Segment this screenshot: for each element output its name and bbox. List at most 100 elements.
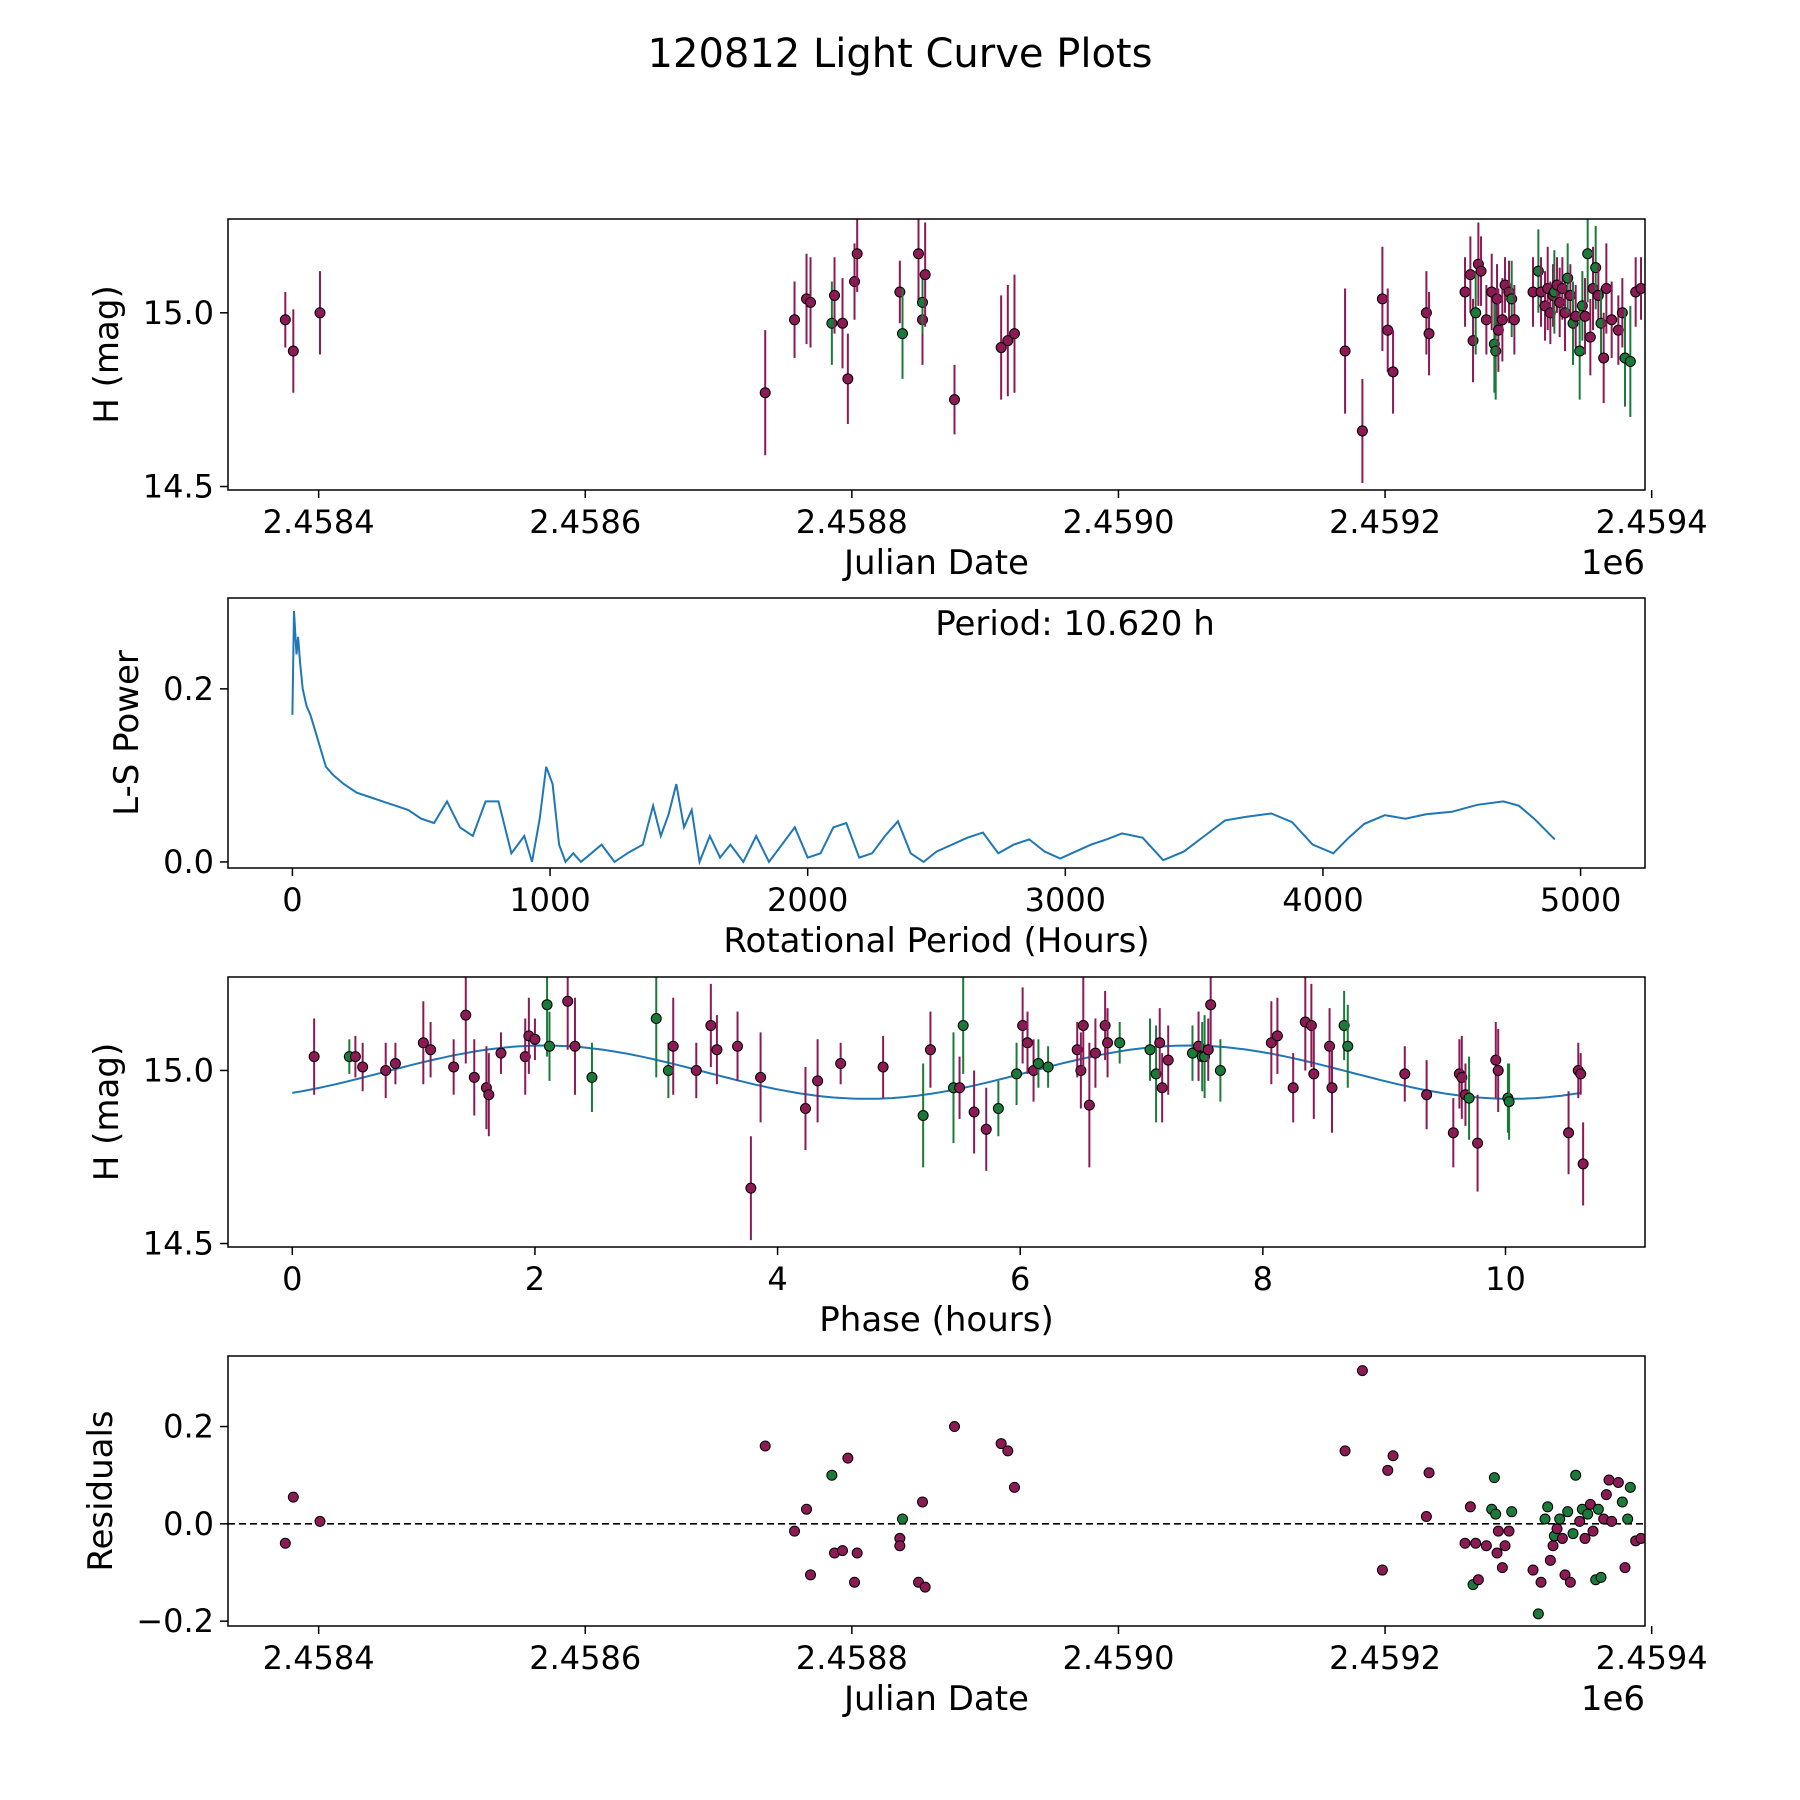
residual-point — [1459, 1537, 1471, 1549]
residual-point — [1527, 1564, 1539, 1576]
x-offset-label: 1e6 — [1581, 1679, 1645, 1719]
plot-area — [291, 610, 1556, 866]
x-tick-label: 2.4584 — [263, 1639, 375, 1677]
data-point — [1508, 314, 1520, 326]
residual-point — [1551, 1523, 1563, 1535]
residual-point — [837, 1545, 849, 1557]
residual-point — [1622, 1513, 1634, 1525]
data-point — [1421, 1089, 1433, 1101]
residual-point — [1488, 1472, 1500, 1484]
data-point — [924, 1044, 936, 1056]
residual-point — [1600, 1489, 1612, 1501]
residual-point — [1499, 1540, 1511, 1552]
y-tick-label: 0.2 — [163, 670, 214, 708]
data-point — [1021, 1037, 1033, 1049]
data-point — [1342, 1040, 1354, 1052]
panel-light-curve: 2.4584 2.4586 2.4588 2.4590 2.4592 2.4594 14.5… — [87, 218, 1708, 583]
axes-frame — [227, 597, 1646, 869]
residual-point — [1570, 1469, 1582, 1481]
residual-point — [995, 1438, 1007, 1450]
data-point — [1459, 286, 1471, 298]
data-point — [1464, 269, 1476, 281]
x-tick-label: 8 — [1253, 1260, 1273, 1298]
residual-point — [1464, 1501, 1476, 1513]
data-point — [829, 289, 841, 301]
data-point — [1598, 352, 1610, 364]
data-point — [1447, 1127, 1459, 1139]
residual-point — [1635, 1532, 1645, 1544]
periodogram-line — [291, 610, 1556, 866]
data-point — [1584, 331, 1596, 343]
y-axis-label: H (mag) — [87, 285, 127, 423]
data-point — [919, 269, 931, 281]
data-point — [562, 995, 574, 1007]
residual-point — [1535, 1576, 1547, 1588]
data-point — [586, 1071, 598, 1083]
data-point — [1154, 1037, 1166, 1049]
residual-point — [801, 1503, 813, 1515]
residual-point — [1582, 1508, 1594, 1520]
data-point — [287, 345, 299, 357]
x-tick-label: 10 — [1485, 1260, 1526, 1298]
data-point — [314, 307, 326, 319]
data-point — [1492, 1064, 1504, 1076]
data-point — [667, 1040, 679, 1052]
data-point — [1144, 1044, 1156, 1056]
data-point — [460, 1009, 472, 1021]
data-point — [1624, 355, 1636, 367]
residual-point — [851, 1547, 863, 1559]
data-point — [1673, 370, 1683, 380]
data-point — [1606, 314, 1618, 326]
residual-point — [789, 1525, 801, 1537]
data-point — [1480, 314, 1492, 326]
data-point — [1202, 1044, 1214, 1056]
residual-point — [919, 1581, 931, 1593]
residual-point — [1376, 1564, 1388, 1576]
y-tick-label: 0.0 — [163, 843, 214, 881]
data-point — [1008, 328, 1020, 340]
data-point — [1089, 1047, 1101, 1059]
residual-point — [1532, 1608, 1544, 1620]
data-point — [842, 373, 854, 385]
residual-point — [1480, 1540, 1492, 1552]
plot-area — [292, 977, 1589, 1241]
data-point — [835, 1058, 847, 1070]
fit-curve — [292, 1044, 1581, 1100]
x-offset-label: 1e6 — [1581, 543, 1645, 583]
data-point — [541, 999, 553, 1011]
data-point — [1156, 1082, 1168, 1094]
data-point — [1338, 1019, 1350, 1031]
data-point — [1503, 1096, 1515, 1108]
data-point — [1162, 1054, 1174, 1066]
residual-point — [1603, 1474, 1615, 1486]
residual-point — [1554, 1513, 1566, 1525]
data-point — [1382, 324, 1394, 336]
data-point — [1475, 265, 1487, 277]
x-tick-label: 1000 — [509, 881, 590, 919]
x-tick-label: 2.4590 — [1062, 503, 1174, 541]
data-point — [349, 1051, 361, 1063]
residual-point — [826, 1469, 838, 1481]
data-point — [995, 342, 1007, 354]
data-point — [1287, 1082, 1299, 1094]
data-point — [380, 1064, 392, 1076]
data-point — [1387, 366, 1399, 378]
residual-point — [1564, 1576, 1576, 1588]
data-point — [1491, 293, 1503, 305]
data-point — [1574, 345, 1586, 357]
x-axis-label: Rotational Period (Hours) — [723, 921, 1149, 961]
x-axis-label: Julian Date — [842, 543, 1029, 583]
panel-periodogram: 0 1000 2000 3000 4000 5000 0.0 0.2 Rotational Pe… — [107, 597, 1646, 961]
y-tick-label: 15.0 — [143, 1051, 214, 1089]
data-point — [1463, 1092, 1475, 1104]
data-point — [1356, 425, 1368, 437]
y-tick-label: 14.5 — [143, 468, 214, 506]
figure-title: 120812 Light Curve Plots — [648, 31, 1153, 77]
residual-point — [1584, 1498, 1596, 1510]
x-tick-label: 4 — [767, 1260, 787, 1298]
data-point — [483, 1089, 495, 1101]
residual-point — [1562, 1506, 1574, 1518]
residual-point — [1592, 1503, 1604, 1515]
data-point — [1077, 1019, 1089, 1031]
data-point — [799, 1103, 811, 1115]
